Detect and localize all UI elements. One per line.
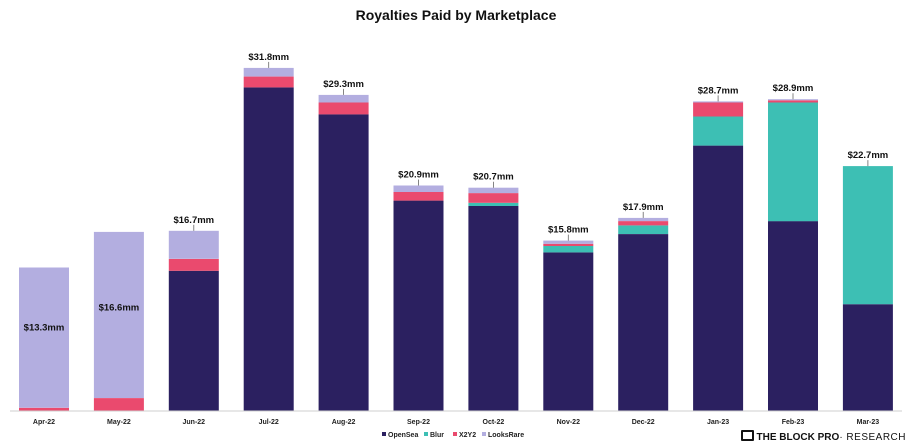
bar-looksrare-jul-22 [243, 67, 294, 77]
bar-blur-mar-23 [842, 166, 893, 305]
chart-title: Royalties Paid by Marketplace [356, 7, 557, 23]
x-tick-sep-22: Sep-22 [407, 419, 430, 426]
bar-x2y2-jan-23 [693, 102, 744, 117]
legend-swatch-looksrare [482, 432, 486, 436]
legend-swatch-blur [424, 432, 428, 436]
bar-looksrare-oct-22 [468, 187, 519, 194]
bar-x2y2-sep-22 [393, 192, 444, 201]
bars-layer [19, 67, 893, 412]
bar-looksrare-jun-22 [168, 230, 219, 259]
bar-opensea-nov-22 [543, 252, 594, 411]
legend-swatch-opensea [382, 432, 386, 436]
bar-x2y2-feb-23 [768, 100, 818, 103]
total-label-aug-22: $29.3mm [323, 79, 364, 90]
bar-looksrare-may-22 [93, 231, 144, 398]
legend-label-x2y2: X2Y2 [459, 432, 476, 439]
total-label-oct-22: $20.7mm [473, 172, 514, 183]
bar-opensea-dec-22 [618, 234, 669, 411]
legend-label-looksrare: LooksRare [488, 432, 524, 439]
total-label-feb-23: $28.9mm [773, 83, 814, 94]
bar-opensea-jan-23 [693, 145, 744, 411]
bar-looksrare-sep-22 [393, 185, 444, 192]
bar-blur-oct-22 [468, 202, 519, 206]
total-label-may-22: $16.6mm [99, 303, 140, 314]
total-label-jan-23: $28.7mm [698, 85, 739, 96]
x-tick-jul-22: Jul-22 [259, 419, 279, 426]
bar-x2y2-apr-22 [19, 407, 69, 411]
bar-x2y2-nov-22 [543, 243, 594, 246]
brand-pro: PRO [817, 432, 840, 443]
total-label-jun-22: $16.7mm [173, 215, 214, 226]
x-tick-jan-23: Jan-23 [707, 419, 729, 426]
bar-x2y2-oct-22 [468, 193, 519, 203]
bar-blur-feb-23 [768, 102, 818, 222]
bar-opensea-jun-22 [168, 270, 219, 411]
total-label-apr-22: $13.3mm [24, 323, 65, 334]
bar-opensea-mar-23 [842, 304, 893, 411]
x-tick-feb-23: Feb-23 [782, 419, 805, 426]
x-tick-apr-22: Apr-22 [33, 419, 55, 426]
brand-name: THE BLOCK [756, 432, 815, 443]
bar-opensea-aug-22 [318, 114, 369, 412]
bar-blur-jan-23 [693, 116, 744, 146]
bar-blur-nov-22 [543, 245, 594, 253]
bar-looksrare-nov-22 [543, 240, 594, 244]
bar-looksrare-apr-22 [19, 267, 69, 408]
bar-x2y2-dec-22 [618, 221, 669, 226]
x-tick-jun-22: Jun-22 [183, 419, 206, 426]
bar-opensea-sep-22 [393, 200, 444, 411]
x-tick-mar-23: Mar-23 [857, 419, 880, 426]
total-label-dec-22: $17.9mm [623, 202, 664, 213]
legend-swatch-x2y2 [453, 432, 457, 436]
bar-x2y2-may-22 [93, 398, 144, 411]
legend-label-opensea: OpenSea [388, 432, 418, 439]
x-tick-may-22: May-22 [107, 419, 131, 426]
bar-x2y2-aug-22 [318, 102, 369, 115]
bar-opensea-oct-22 [468, 206, 519, 411]
legend-label-blur: Blur [430, 432, 444, 439]
x-tick-nov-22: Nov-22 [557, 419, 580, 426]
block-logo-icon [740, 430, 754, 441]
bar-looksrare-aug-22 [318, 94, 369, 103]
legend: OpenSea Blur X2Y2 LooksRare [382, 432, 524, 439]
total-label-mar-23: $22.7mm [848, 150, 889, 161]
total-label-jul-22: $31.8mm [248, 52, 289, 63]
brand-research: · RESEARCH [839, 432, 906, 443]
bar-blur-dec-22 [618, 225, 669, 234]
x-axis-ticks: Apr-22 May-22 Jun-22 Jul-22 Aug-22 Sep-22 Oct-… [33, 419, 879, 426]
bar-x2y2-jun-22 [168, 258, 219, 271]
bar-looksrare-dec-22 [618, 217, 669, 222]
bar-x2y2-jul-22 [243, 76, 294, 88]
x-tick-aug-22: Aug-22 [332, 419, 356, 426]
bar-opensea-jul-22 [243, 87, 294, 412]
x-tick-oct-22: Oct-22 [483, 419, 505, 426]
bar-looksrare-jan-23 [693, 101, 744, 103]
total-labels-layer: $13.3mm $16.6mm $16.7mm $31.8mm $29.3mm $20.9… [24, 52, 889, 334]
brand-watermark: THE BLOCK PRO· RESEARCH [740, 430, 906, 443]
total-label-sep-22: $20.9mm [398, 170, 439, 181]
x-tick-dec-22: Dec-22 [632, 419, 655, 426]
bar-looksrare-feb-23 [768, 99, 818, 101]
total-label-nov-22: $15.8mm [548, 225, 589, 236]
bar-opensea-feb-23 [768, 221, 818, 411]
